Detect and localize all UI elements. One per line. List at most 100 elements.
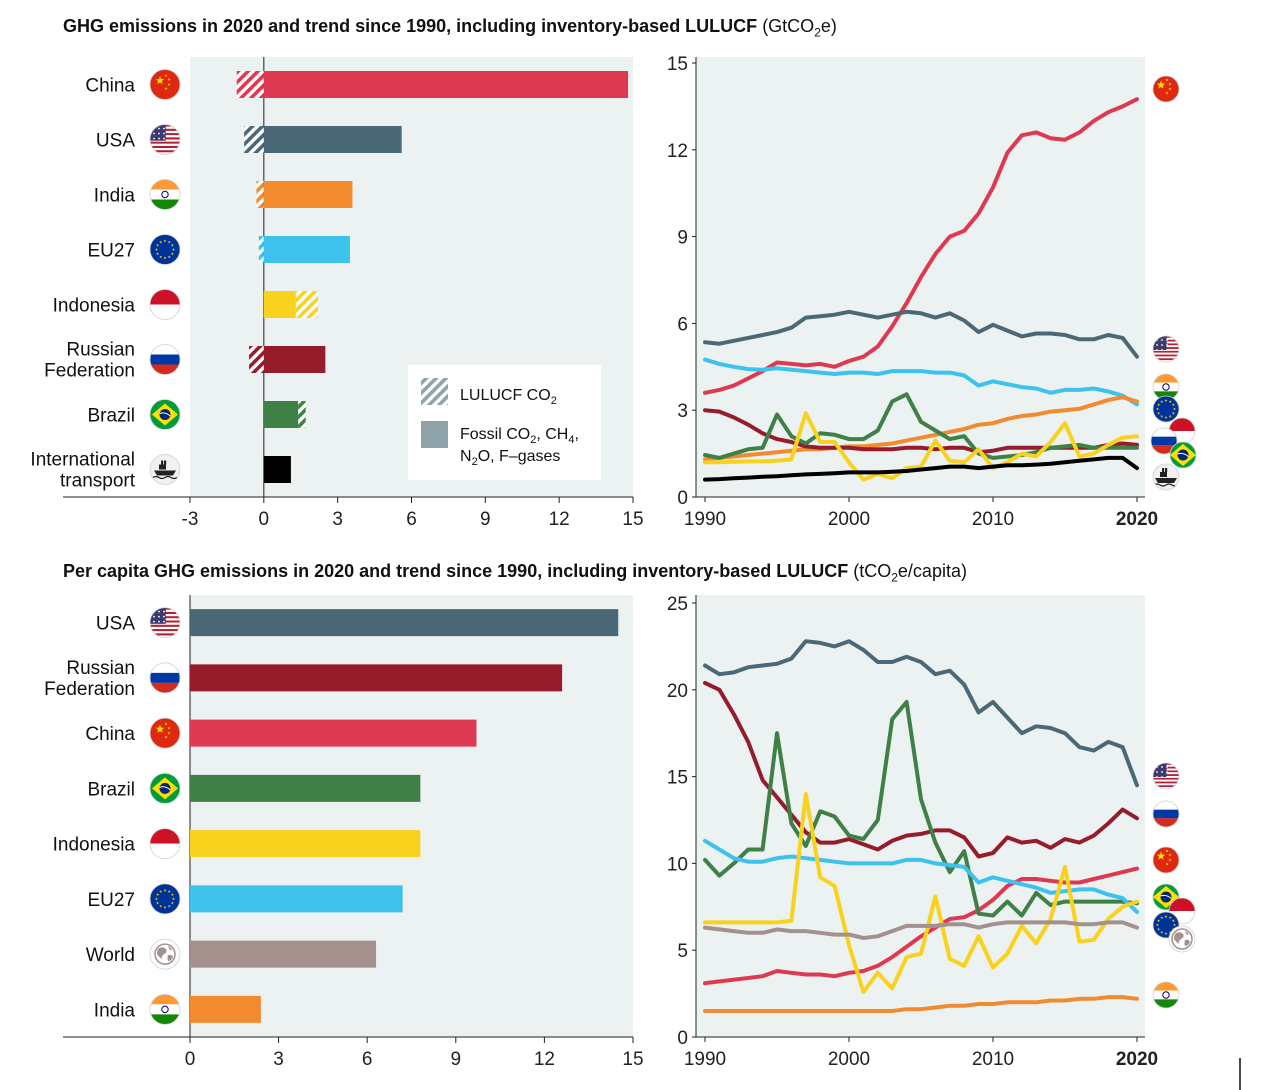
top-bar-bar-main — [263, 236, 350, 263]
bottom-line-line-russian-federation — [703, 680, 1139, 859]
legend-lulucf-swatch — [421, 378, 448, 405]
top-bar-bar-international-transport — [263, 456, 291, 483]
bottom-bar-x-tick-label: 12 — [534, 1049, 555, 1070]
top-line-x-tick-label: 2010 — [972, 509, 1014, 530]
flag-russian-federation-icon — [149, 662, 181, 694]
legend-lulucf-label: LULUCF CO2 — [460, 387, 557, 407]
top-bar-bar-lulucf — [298, 401, 306, 428]
top-bar-x-tick-label: 3 — [332, 509, 343, 530]
flag-usa-icon — [149, 607, 181, 639]
bottom-bar-category-label: EU27 — [87, 890, 135, 911]
bottom-bar-category-label: Brazil — [87, 779, 135, 800]
flag-usa-icon — [149, 124, 181, 155]
svg-text:China: China — [85, 76, 135, 97]
top-bar-category-label: India — [94, 186, 136, 207]
bottom-bar-bar-main — [190, 719, 477, 747]
bottom-bar-x-tick-label: 0 — [185, 1049, 196, 1070]
bottom-line-x-tick-label: 2000 — [828, 1049, 870, 1070]
svg-text:India: India — [94, 186, 136, 207]
top-line-line-international-transport — [703, 455, 1139, 482]
top-bar-bar-india — [256, 181, 353, 208]
top-bar-x-tick-label: 12 — [549, 509, 570, 530]
top-bar-bar-main — [263, 181, 353, 208]
top-line-line-usa — [703, 309, 1139, 359]
legend-fossil-label: Fossil CO2, CH4, — [460, 426, 579, 446]
svg-text:USA: USA — [96, 131, 135, 152]
flag-china-icon — [149, 717, 181, 749]
bottom-line-y-tick-label: 5 — [677, 941, 688, 962]
top-bar-category-label: USA — [96, 131, 135, 152]
top-bar-bar-main — [263, 456, 291, 483]
top-bar-bar-main — [263, 71, 629, 98]
bottom-bar-bar-main — [190, 940, 377, 968]
top-line-line-eu27 — [703, 357, 1139, 407]
top-bar-bar-main — [263, 346, 326, 373]
bottom-line-y-tick-label: 0 — [677, 1028, 688, 1049]
flag-eu27-icon — [1152, 395, 1180, 423]
top-line-line-indonesia — [703, 411, 1139, 482]
top-bar-bar-lulucf — [236, 71, 264, 98]
svg-text:India: India — [94, 1000, 136, 1021]
top-bar-bar-china — [236, 71, 629, 98]
top-line-y-tick-label: 9 — [677, 228, 688, 249]
top-line-y-tick-label: 12 — [667, 141, 688, 162]
bottom-line-line-china — [703, 866, 1139, 986]
top-bar-bar-lulucf — [256, 181, 264, 208]
svg-text:World: World — [86, 945, 135, 966]
top-bar-bar-eu27 — [258, 236, 350, 263]
flag-world-icon — [1168, 925, 1196, 953]
bottom-line-line-eu27 — [703, 838, 1139, 914]
legend-fossil-swatch — [421, 421, 448, 448]
bottom-line-line-world — [703, 920, 1139, 940]
top-bar-bar-main — [263, 291, 296, 318]
bottom-line-line-brazil — [703, 700, 1139, 918]
flag-china-icon — [1152, 75, 1180, 103]
bottom-bar-bar-usa — [190, 609, 619, 637]
bottom-bar-x-tick-label: 6 — [362, 1049, 373, 1070]
top-bar-x-tick-label: 9 — [480, 509, 491, 530]
top-bar-x-tick-label: 6 — [406, 509, 417, 530]
bottom-bar-bar-china — [190, 719, 477, 747]
bottom-line-line-india — [703, 995, 1139, 1013]
bottom-bar-bar-main — [190, 830, 421, 858]
bottom-bar-bar-main — [190, 664, 563, 692]
top-bar-x-tick-label: 0 — [259, 509, 270, 530]
bottom-bar-bar-main — [190, 774, 421, 802]
top-bar-bar-lulucf — [295, 291, 318, 318]
flag-usa-icon — [1152, 335, 1180, 363]
top-line-y-tick-label: 15 — [667, 54, 688, 75]
bottom-bar-bar-world — [190, 940, 377, 968]
bottom-bar-bar-russian-federation — [190, 664, 563, 692]
bottom-line-plot-background — [696, 595, 1145, 1037]
top-bar-bar-main — [263, 401, 299, 428]
flag-brazil-icon — [149, 399, 181, 430]
bottom-line-y-tick-label: 25 — [667, 594, 688, 615]
top-line-y-tick-label: 0 — [677, 488, 688, 509]
svg-text:Indonesia: Indonesia — [53, 296, 136, 317]
top-bar-bar-usa — [244, 126, 402, 153]
top-line-line-india — [703, 395, 1139, 462]
top-line-y-tick-label: 3 — [677, 401, 688, 422]
flag-indonesia-icon — [1168, 897, 1196, 925]
bottom-line-y-tick-label: 10 — [667, 854, 688, 875]
svg-text:EU27: EU27 — [87, 890, 135, 911]
top-line-x-tick-label: 2000 — [828, 509, 870, 530]
top-chart-title: GHG emissions in 2020 and trend since 19… — [63, 16, 837, 40]
top-bar-bar-brazil — [263, 401, 306, 428]
flag-world-icon — [149, 938, 181, 970]
bottom-bar-bar-india — [190, 995, 261, 1023]
top-line-line-china — [703, 97, 1139, 395]
flag-indonesia-icon — [149, 289, 181, 320]
flag-international-transport-icon — [149, 454, 181, 485]
bottom-line-y-tick-label: 20 — [667, 681, 688, 702]
bottom-bar-bar-main — [190, 995, 261, 1023]
bottom-line-x-tick-label: 2010 — [972, 1049, 1014, 1070]
legend: LULUCF CO2 Fossil CO2, CH4,N2O, F–gases — [408, 365, 601, 480]
bottom-bar-bar-main — [190, 885, 403, 913]
flag-indonesia-icon — [149, 828, 181, 860]
svg-text:Federation: Federation — [44, 361, 135, 382]
top-bar-category-label: Brazil — [87, 406, 135, 427]
